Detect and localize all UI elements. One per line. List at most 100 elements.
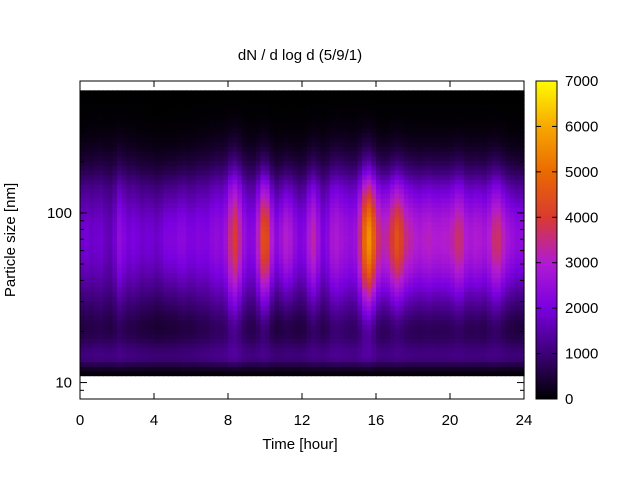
- heatmap-cell: [381, 338, 386, 343]
- heatmap-cell: [445, 118, 450, 123]
- heatmap-cell: [154, 366, 159, 371]
- heatmap-cell: [136, 114, 141, 119]
- heatmap-cell: [94, 291, 99, 296]
- heatmap-cell: [413, 226, 418, 231]
- heatmap-cell: [302, 193, 307, 198]
- heatmap-cell: [191, 268, 196, 273]
- heatmap-cell: [108, 184, 113, 189]
- heatmap-cell: [154, 343, 159, 348]
- heatmap-cell: [288, 263, 293, 268]
- heatmap-cell: [85, 249, 90, 254]
- heatmap-cell: [311, 170, 316, 175]
- heatmap-cell: [321, 95, 326, 100]
- heatmap-cell: [89, 296, 94, 301]
- heatmap-cell: [131, 263, 136, 268]
- heatmap-cell: [94, 104, 99, 109]
- heatmap-cell: [288, 259, 293, 264]
- heatmap-cell: [450, 263, 455, 268]
- heatmap-cell: [219, 123, 224, 128]
- heatmap-cell: [284, 254, 289, 259]
- heatmap-cell: [117, 90, 122, 95]
- heatmap-cell: [422, 165, 427, 170]
- heatmap-cell: [399, 207, 404, 212]
- heatmap-cell: [265, 212, 270, 217]
- heatmap-cell: [367, 315, 372, 320]
- heatmap-cell: [219, 282, 224, 287]
- heatmap-cell: [330, 189, 335, 194]
- heatmap-cell: [126, 334, 131, 339]
- heatmap-cell: [311, 348, 316, 353]
- heatmap-cell: [334, 334, 339, 339]
- heatmap-cell: [390, 142, 395, 147]
- heatmap-cell: [149, 207, 154, 212]
- heatmap-cell: [251, 156, 256, 161]
- heatmap-cell: [348, 352, 353, 357]
- heatmap-cell: [200, 277, 205, 282]
- heatmap-cell: [371, 268, 376, 273]
- heatmap-cell: [455, 193, 460, 198]
- heatmap-cell: [136, 90, 141, 95]
- heatmap-cell: [89, 142, 94, 147]
- heatmap-cell: [223, 338, 228, 343]
- heatmap-cell: [228, 291, 233, 296]
- heatmap-cell: [293, 156, 298, 161]
- heatmap-cell: [219, 109, 224, 114]
- heatmap-cell: [362, 100, 367, 105]
- heatmap-cell: [233, 315, 238, 320]
- heatmap-cell: [321, 132, 326, 137]
- heatmap-cell: [270, 362, 275, 367]
- heatmap-cell: [214, 231, 219, 236]
- heatmap-cell: [112, 146, 117, 151]
- heatmap-cell: [371, 128, 376, 133]
- heatmap-cell: [126, 109, 131, 114]
- heatmap-cell: [140, 132, 145, 137]
- heatmap-cell: [339, 301, 344, 306]
- heatmap-cell: [376, 231, 381, 236]
- heatmap-cell: [418, 245, 423, 250]
- heatmap-cell: [242, 165, 247, 170]
- heatmap-cell: [390, 203, 395, 208]
- heatmap-cell: [242, 348, 247, 353]
- heatmap-cell: [200, 291, 205, 296]
- heatmap-cell: [362, 371, 367, 376]
- heatmap-cell: [177, 90, 182, 95]
- heatmap-cell: [274, 212, 279, 217]
- heatmap-cell: [284, 305, 289, 310]
- heatmap-cell: [112, 352, 117, 357]
- heatmap-cell: [270, 184, 275, 189]
- heatmap-cell: [186, 254, 191, 259]
- heatmap-cell: [182, 114, 187, 119]
- heatmap-cell: [256, 273, 261, 278]
- heatmap-cell: [94, 165, 99, 170]
- heatmap-cell: [223, 212, 228, 217]
- heatmap-cell: [159, 175, 164, 180]
- heatmap-cell: [302, 291, 307, 296]
- heatmap-cell: [445, 305, 450, 310]
- heatmap-cell: [85, 226, 90, 231]
- heatmap-cell: [237, 268, 242, 273]
- heatmap-cell: [330, 221, 335, 226]
- heatmap-cell: [404, 156, 409, 161]
- heatmap-cell: [450, 282, 455, 287]
- heatmap-cell: [311, 259, 316, 264]
- heatmap-cell: [445, 207, 450, 212]
- heatmap-cell: [159, 268, 164, 273]
- heatmap-cell: [316, 324, 321, 329]
- heatmap-cell: [288, 301, 293, 306]
- heatmap-cell: [339, 226, 344, 231]
- heatmap-cell: [149, 137, 154, 142]
- heatmap-cell: [311, 142, 316, 147]
- heatmap-cell: [297, 291, 302, 296]
- heatmap-cell: [154, 305, 159, 310]
- heatmap-cell: [311, 352, 316, 357]
- heatmap-cell: [94, 310, 99, 315]
- heatmap-cell: [210, 240, 215, 245]
- heatmap-cell: [376, 118, 381, 123]
- heatmap-cell: [297, 352, 302, 357]
- heatmap-cell: [154, 184, 159, 189]
- heatmap-cell: [108, 226, 113, 231]
- heatmap-cell: [168, 282, 173, 287]
- heatmap-cell: [154, 189, 159, 194]
- heatmap-cell: [362, 198, 367, 203]
- heatmap-cell: [163, 193, 168, 198]
